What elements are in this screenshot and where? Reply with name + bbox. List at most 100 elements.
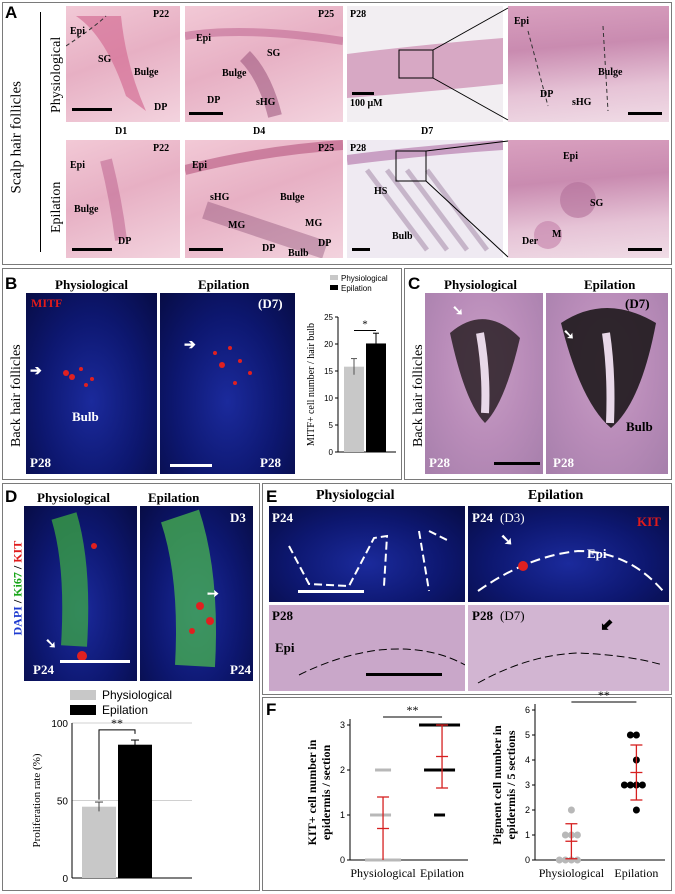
data-point	[626, 781, 634, 789]
d-scale-bar	[60, 660, 130, 663]
a1-dp: DP	[154, 102, 168, 113]
data-point	[454, 723, 461, 727]
ab2-bulb: Bulb	[288, 248, 309, 259]
e-epi-top: Epi	[587, 546, 607, 561]
e-d3: (D3)	[500, 510, 525, 525]
y-tick-label: 5	[525, 730, 530, 740]
d-image-physiological	[24, 506, 137, 681]
e-p28-1: P28	[272, 608, 293, 623]
data-point	[439, 813, 446, 817]
y-tick-label: 3	[525, 780, 530, 790]
data-point	[385, 813, 392, 817]
data-point	[626, 731, 634, 739]
ab1-p22: P22	[153, 143, 170, 154]
significance-marker: **	[111, 716, 123, 730]
d-stain-sep2: /	[10, 562, 25, 573]
legend-label: Epilation	[102, 703, 148, 717]
data-point	[419, 723, 426, 727]
ab1-bulge: Bulge	[74, 204, 99, 215]
data-point	[573, 831, 581, 839]
a-top-image-3	[347, 6, 503, 122]
a-d4: D4	[253, 126, 266, 137]
panel-d-col2: Epilation	[148, 490, 200, 505]
b-bulb: Bulb	[72, 409, 99, 424]
legend-label: Epilation	[341, 284, 372, 293]
e-image-epilation-bottom	[468, 605, 669, 691]
data-point	[375, 858, 382, 862]
c-image-epilation	[546, 293, 668, 474]
y-axis-label-line1: KIT+ cell number in	[305, 739, 319, 845]
a4-shg: sHG	[572, 97, 592, 108]
d-p24-1: P24	[33, 662, 54, 677]
data-point	[449, 723, 456, 727]
a2-p25: P25	[318, 9, 335, 20]
c-p28-2: P28	[553, 455, 574, 470]
ab2-dp2: DP	[318, 238, 332, 249]
panel-b-side-label: Back hair follicles	[9, 344, 24, 447]
c-bulb: Bulb	[626, 419, 653, 434]
b-d7: (D7)	[258, 296, 283, 311]
data-point	[380, 768, 387, 772]
ab1-epi: Epi	[70, 160, 86, 171]
ab2-scale-bar	[189, 248, 223, 251]
y-tick-label: 5	[329, 421, 334, 430]
panel-f-label: F	[266, 700, 277, 719]
a4-scale-bar	[628, 112, 662, 115]
x-category-label: Physiological	[539, 866, 605, 880]
panel-c-frame	[404, 268, 672, 480]
b-arrow-1: ➔	[30, 364, 42, 379]
a-bottom-image-1	[66, 140, 180, 258]
e-image-physiological-top	[269, 506, 465, 602]
data-point	[573, 856, 581, 864]
data-point	[370, 858, 377, 862]
bar-epilation	[366, 343, 386, 452]
x-category-label: Epilation	[614, 866, 658, 880]
data-point	[365, 858, 372, 862]
e-image-physiological-bottom	[269, 605, 465, 691]
y-tick-label: 0	[62, 874, 68, 885]
panel-d-col1: Physiological	[37, 490, 110, 505]
a-d1: D1	[115, 126, 128, 137]
ab2-epi: Epi	[192, 160, 208, 171]
a2-shg: sHG	[256, 97, 276, 108]
significance-marker: **	[407, 703, 419, 717]
b-arrow-2: ➔	[184, 338, 196, 353]
a4-dp: DP	[540, 89, 554, 100]
a-top-image-2	[185, 6, 343, 122]
a-bottom-image-2	[185, 140, 343, 258]
b-stain-mitf: MITF	[31, 296, 63, 310]
panel-e-col1: Physiologcial	[316, 488, 395, 503]
e-epi-bottom: Epi	[275, 640, 295, 655]
panel-c-col1: Physiological	[444, 277, 517, 292]
y-axis-label-line1: Pigment cell number in	[490, 725, 504, 845]
c-image-physiological	[425, 293, 543, 474]
c-arrow-2: ➘	[563, 328, 575, 343]
data-point	[375, 768, 382, 772]
e-p24-2: P24	[472, 510, 493, 525]
data-point	[632, 806, 640, 814]
y-tick-label: 3	[340, 720, 345, 730]
y-axis-label-line2: epidermis / section	[319, 745, 333, 841]
data-point	[429, 768, 436, 772]
a4-epi: Epi	[514, 16, 530, 27]
panel-b-col1: Physiological	[55, 277, 128, 292]
data-point	[567, 806, 575, 814]
f-scatter-kit: 0 1 2 3 KIT+ cell number in epidermis / secti…	[305, 703, 468, 880]
data-point	[395, 858, 402, 862]
legend-swatch	[330, 275, 338, 280]
ab3-scale-bar	[352, 248, 370, 251]
data-point	[561, 856, 569, 864]
e-p28-2: P28	[472, 608, 493, 623]
panel-a-frame	[2, 2, 672, 265]
d-p24-2: P24	[230, 662, 251, 677]
legend-swatch	[70, 705, 96, 715]
y-tick-label: 50	[57, 797, 69, 808]
a1-epi: Epi	[70, 26, 86, 37]
y-tick-label: 1	[340, 810, 345, 820]
ab4-sg: SG	[590, 198, 604, 209]
d-image-epilation	[140, 506, 253, 681]
data-point	[385, 858, 392, 862]
data-point	[561, 831, 569, 839]
d-stain-sep1: /	[10, 596, 25, 607]
f-scatter-pigment: 0 1 2 3 4 5 6 Pigment cell number in epidermis /…	[490, 688, 665, 880]
